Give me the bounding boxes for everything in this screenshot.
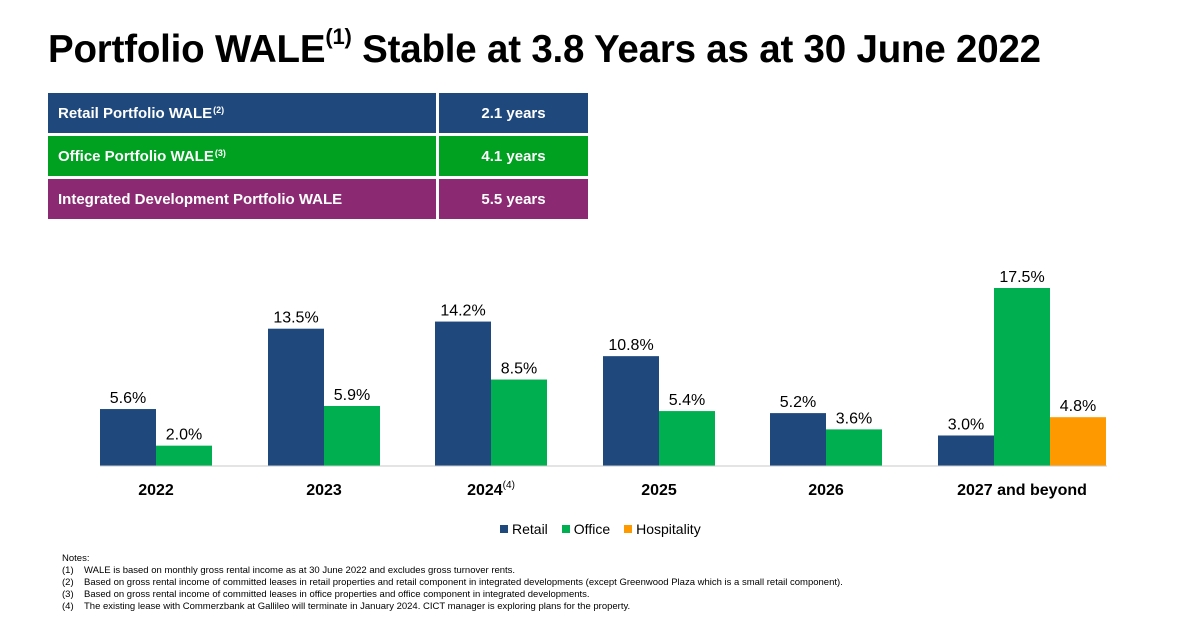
x-tick-label: 2022	[138, 482, 174, 499]
chart-legend: Retail Office Hospitality	[500, 521, 701, 537]
data-label: 13.5%	[273, 310, 318, 327]
bar-retail	[603, 356, 659, 466]
wale-row-value: 2.1 years	[439, 93, 588, 133]
data-label: 17.5%	[999, 269, 1044, 286]
bar-office	[156, 445, 212, 466]
bar-office	[826, 429, 882, 466]
data-label: 5.6%	[110, 390, 146, 407]
wale-table: Retail Portfolio WALE (2) 2.1 years Offic…	[48, 93, 588, 222]
bar-retail	[435, 321, 491, 466]
x-tick-label: 2026	[808, 482, 844, 499]
wale-row-office: Office Portfolio WALE (3) 4.1 years	[48, 136, 588, 176]
legend-item-hospitality: Hospitality	[624, 521, 701, 537]
legend-swatch-retail	[500, 525, 508, 533]
bar-office	[994, 288, 1050, 466]
bar-office	[491, 379, 547, 466]
data-label: 2.0%	[166, 427, 202, 444]
x-tick-label: 2023	[306, 482, 342, 499]
note-item: (3) Based on gross rental income of commi…	[62, 589, 590, 601]
data-label: 5.2%	[780, 394, 816, 411]
data-label: 4.8%	[1060, 398, 1096, 415]
bar-office	[324, 405, 380, 466]
x-tick-label: 2024(4)	[467, 480, 515, 499]
data-label: 5.4%	[669, 392, 705, 409]
wale-row-value: 5.5 years	[439, 179, 588, 219]
data-label: 14.2%	[440, 303, 485, 320]
data-label: 3.6%	[836, 410, 872, 427]
wale-row-label: Office Portfolio WALE (3)	[48, 136, 436, 176]
bar-retail	[770, 413, 826, 466]
note-item: (4) The existing lease with Commerzbank a…	[62, 601, 631, 613]
data-label: 10.8%	[608, 337, 653, 354]
bar-hospitality	[1050, 417, 1106, 466]
wale-row-value: 4.1 years	[439, 136, 588, 176]
bar-retail	[938, 435, 994, 466]
footnotes: Notes: (1) WALE is based on monthly gross…	[62, 553, 843, 613]
data-label: 5.9%	[334, 387, 370, 404]
wale-row-label: Integrated Development Portfolio WALE	[48, 179, 436, 219]
wale-row-retail: Retail Portfolio WALE (2) 2.1 years	[48, 93, 588, 133]
bar-office	[659, 411, 715, 466]
data-label: 8.5%	[501, 361, 537, 378]
page-title: Portfolio WALE(1) Stable at 3.8 Years as…	[48, 24, 1041, 71]
bar-retail	[100, 409, 156, 466]
bar-retail	[268, 328, 324, 466]
x-tick-label: 2025	[641, 482, 677, 499]
legend-item-office: Office	[561, 521, 610, 537]
data-label: 3.0%	[948, 416, 984, 433]
legend-swatch-hospitality	[624, 525, 633, 533]
note-item: (1) WALE is based on monthly gross rental…	[62, 565, 516, 577]
note-item: (2) Based on gross rental income of commi…	[62, 577, 843, 589]
legend-swatch-office	[561, 525, 570, 533]
wale-row-label: Retail Portfolio WALE (2)	[48, 93, 436, 133]
wale-row-integrated: Integrated Development Portfolio WALE 5.…	[48, 179, 588, 219]
x-tick-label: 2027 and beyond	[957, 482, 1087, 499]
notes-heading: Notes:	[62, 553, 90, 564]
legend-item-retail: Retail	[500, 521, 548, 537]
